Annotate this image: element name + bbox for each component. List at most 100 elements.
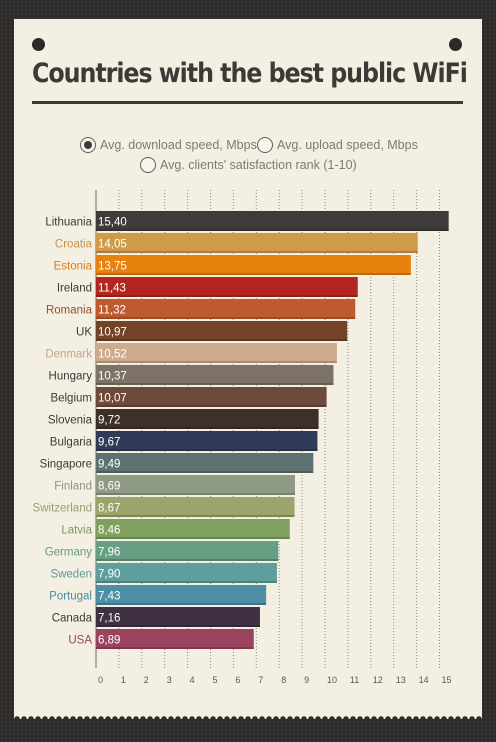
data-label: 8,67 xyxy=(98,503,120,515)
x-tick-label: 5 xyxy=(213,675,218,685)
bar xyxy=(96,585,267,605)
data-label: 15,40 xyxy=(98,217,127,229)
data-label: 7,43 xyxy=(98,591,120,603)
data-label: 9,67 xyxy=(98,437,120,449)
data-label: 7,16 xyxy=(98,613,120,625)
data-label: 13,75 xyxy=(98,261,127,273)
data-label: 11,32 xyxy=(98,305,126,317)
category-label: Sweden xyxy=(50,569,92,581)
bar-shadow xyxy=(96,559,279,561)
bar xyxy=(96,629,254,649)
punch-hole-left-icon xyxy=(32,38,45,51)
x-tick-label: 3 xyxy=(167,675,172,685)
x-tick-label: 1 xyxy=(121,675,126,685)
radio-label: Avg. upload speed, Mbps xyxy=(277,138,418,152)
category-label: Bulgaria xyxy=(50,437,93,449)
category-label: Switzerland xyxy=(33,503,92,515)
data-label: 6,89 xyxy=(98,635,120,647)
bar xyxy=(96,475,296,495)
category-label: UK xyxy=(76,327,92,339)
bar-shadow xyxy=(96,581,277,583)
bar xyxy=(96,409,319,429)
bar-shadow xyxy=(96,493,296,495)
radio-download-speed[interactable]: Avg. download speed, Mbps xyxy=(80,137,257,153)
radio-unselected-icon xyxy=(140,157,156,173)
bar xyxy=(96,563,277,583)
bar xyxy=(96,519,290,539)
bar-shadow xyxy=(96,295,358,297)
bar xyxy=(96,387,327,407)
data-label: 14,05 xyxy=(98,239,127,251)
x-tick-label: 10 xyxy=(327,675,337,685)
bar xyxy=(96,255,411,275)
bar xyxy=(96,299,356,319)
x-tick-label: 7 xyxy=(258,675,263,685)
x-tick-label: 15 xyxy=(442,675,452,685)
category-label: Germany xyxy=(45,547,93,559)
category-label: Finland xyxy=(54,481,92,493)
category-label: Singapore xyxy=(40,459,92,471)
category-label: Croatia xyxy=(55,239,93,251)
data-label: 9,49 xyxy=(98,459,120,471)
radio-satisfaction-rank[interactable]: Avg. clients' satisfaction rank (1-10) xyxy=(140,157,357,173)
bar-shadow xyxy=(96,273,411,275)
bar xyxy=(96,233,418,253)
bar-shadow xyxy=(96,361,337,363)
category-label: Romania xyxy=(46,305,93,317)
bar xyxy=(96,211,449,231)
bar-shadow xyxy=(96,317,356,319)
data-label: 7,96 xyxy=(98,547,120,559)
bar xyxy=(96,343,337,363)
x-tick-label: 8 xyxy=(281,675,286,685)
data-label: 8,69 xyxy=(98,481,120,493)
chart-title: Countries with the best public WiFi xyxy=(32,58,468,89)
x-tick-label: 13 xyxy=(396,675,406,685)
category-label: Belgium xyxy=(50,393,92,405)
title-underline xyxy=(32,101,463,104)
data-label: 8,46 xyxy=(98,525,120,537)
data-label: 10,52 xyxy=(98,349,127,361)
bar xyxy=(96,607,260,627)
radio-selected-icon xyxy=(80,137,96,153)
category-label: USA xyxy=(68,635,92,647)
category-label: Latvia xyxy=(61,525,92,537)
x-tick-label: 9 xyxy=(304,675,309,685)
x-tick-label: 4 xyxy=(190,675,195,685)
x-tick-label: 11 xyxy=(350,675,359,685)
x-tick-label: 12 xyxy=(373,675,383,685)
category-label: Denmark xyxy=(45,349,92,361)
bar-shadow xyxy=(96,449,318,451)
bar-shadow xyxy=(96,251,418,253)
bar-shadow xyxy=(96,339,348,341)
punch-hole-right-icon xyxy=(449,38,462,51)
bar xyxy=(96,321,348,341)
bar xyxy=(96,541,279,561)
x-tick-label: 2 xyxy=(144,675,149,685)
data-label: 10,37 xyxy=(98,371,127,383)
bar xyxy=(96,277,358,297)
bar-shadow xyxy=(96,647,254,649)
radio-upload-speed[interactable]: Avg. upload speed, Mbps xyxy=(257,137,418,153)
bar xyxy=(96,431,318,451)
radio-label: Avg. download speed, Mbps xyxy=(100,138,257,152)
category-label: Lithuania xyxy=(45,217,92,229)
bar xyxy=(96,453,314,473)
category-label: Estonia xyxy=(54,261,93,273)
bar xyxy=(96,497,295,517)
bar-shadow xyxy=(96,603,267,605)
x-tick-label: 14 xyxy=(419,675,429,685)
category-label: Hungary xyxy=(49,371,93,383)
bar-shadow xyxy=(96,383,334,385)
bar-shadow xyxy=(96,625,260,627)
data-label: 7,90 xyxy=(98,569,120,581)
data-label: 11,43 xyxy=(98,283,126,295)
category-label: Slovenia xyxy=(48,415,93,427)
bar-shadow xyxy=(96,537,290,539)
data-label: 10,07 xyxy=(98,393,127,405)
bar-shadow xyxy=(96,427,319,429)
x-tick-label: 6 xyxy=(235,675,240,685)
data-label: 10,97 xyxy=(98,327,127,339)
bar-shadow xyxy=(96,515,295,517)
x-tick-label: 0 xyxy=(98,675,103,685)
radio-label: Avg. clients' satisfaction rank (1-10) xyxy=(160,158,357,172)
